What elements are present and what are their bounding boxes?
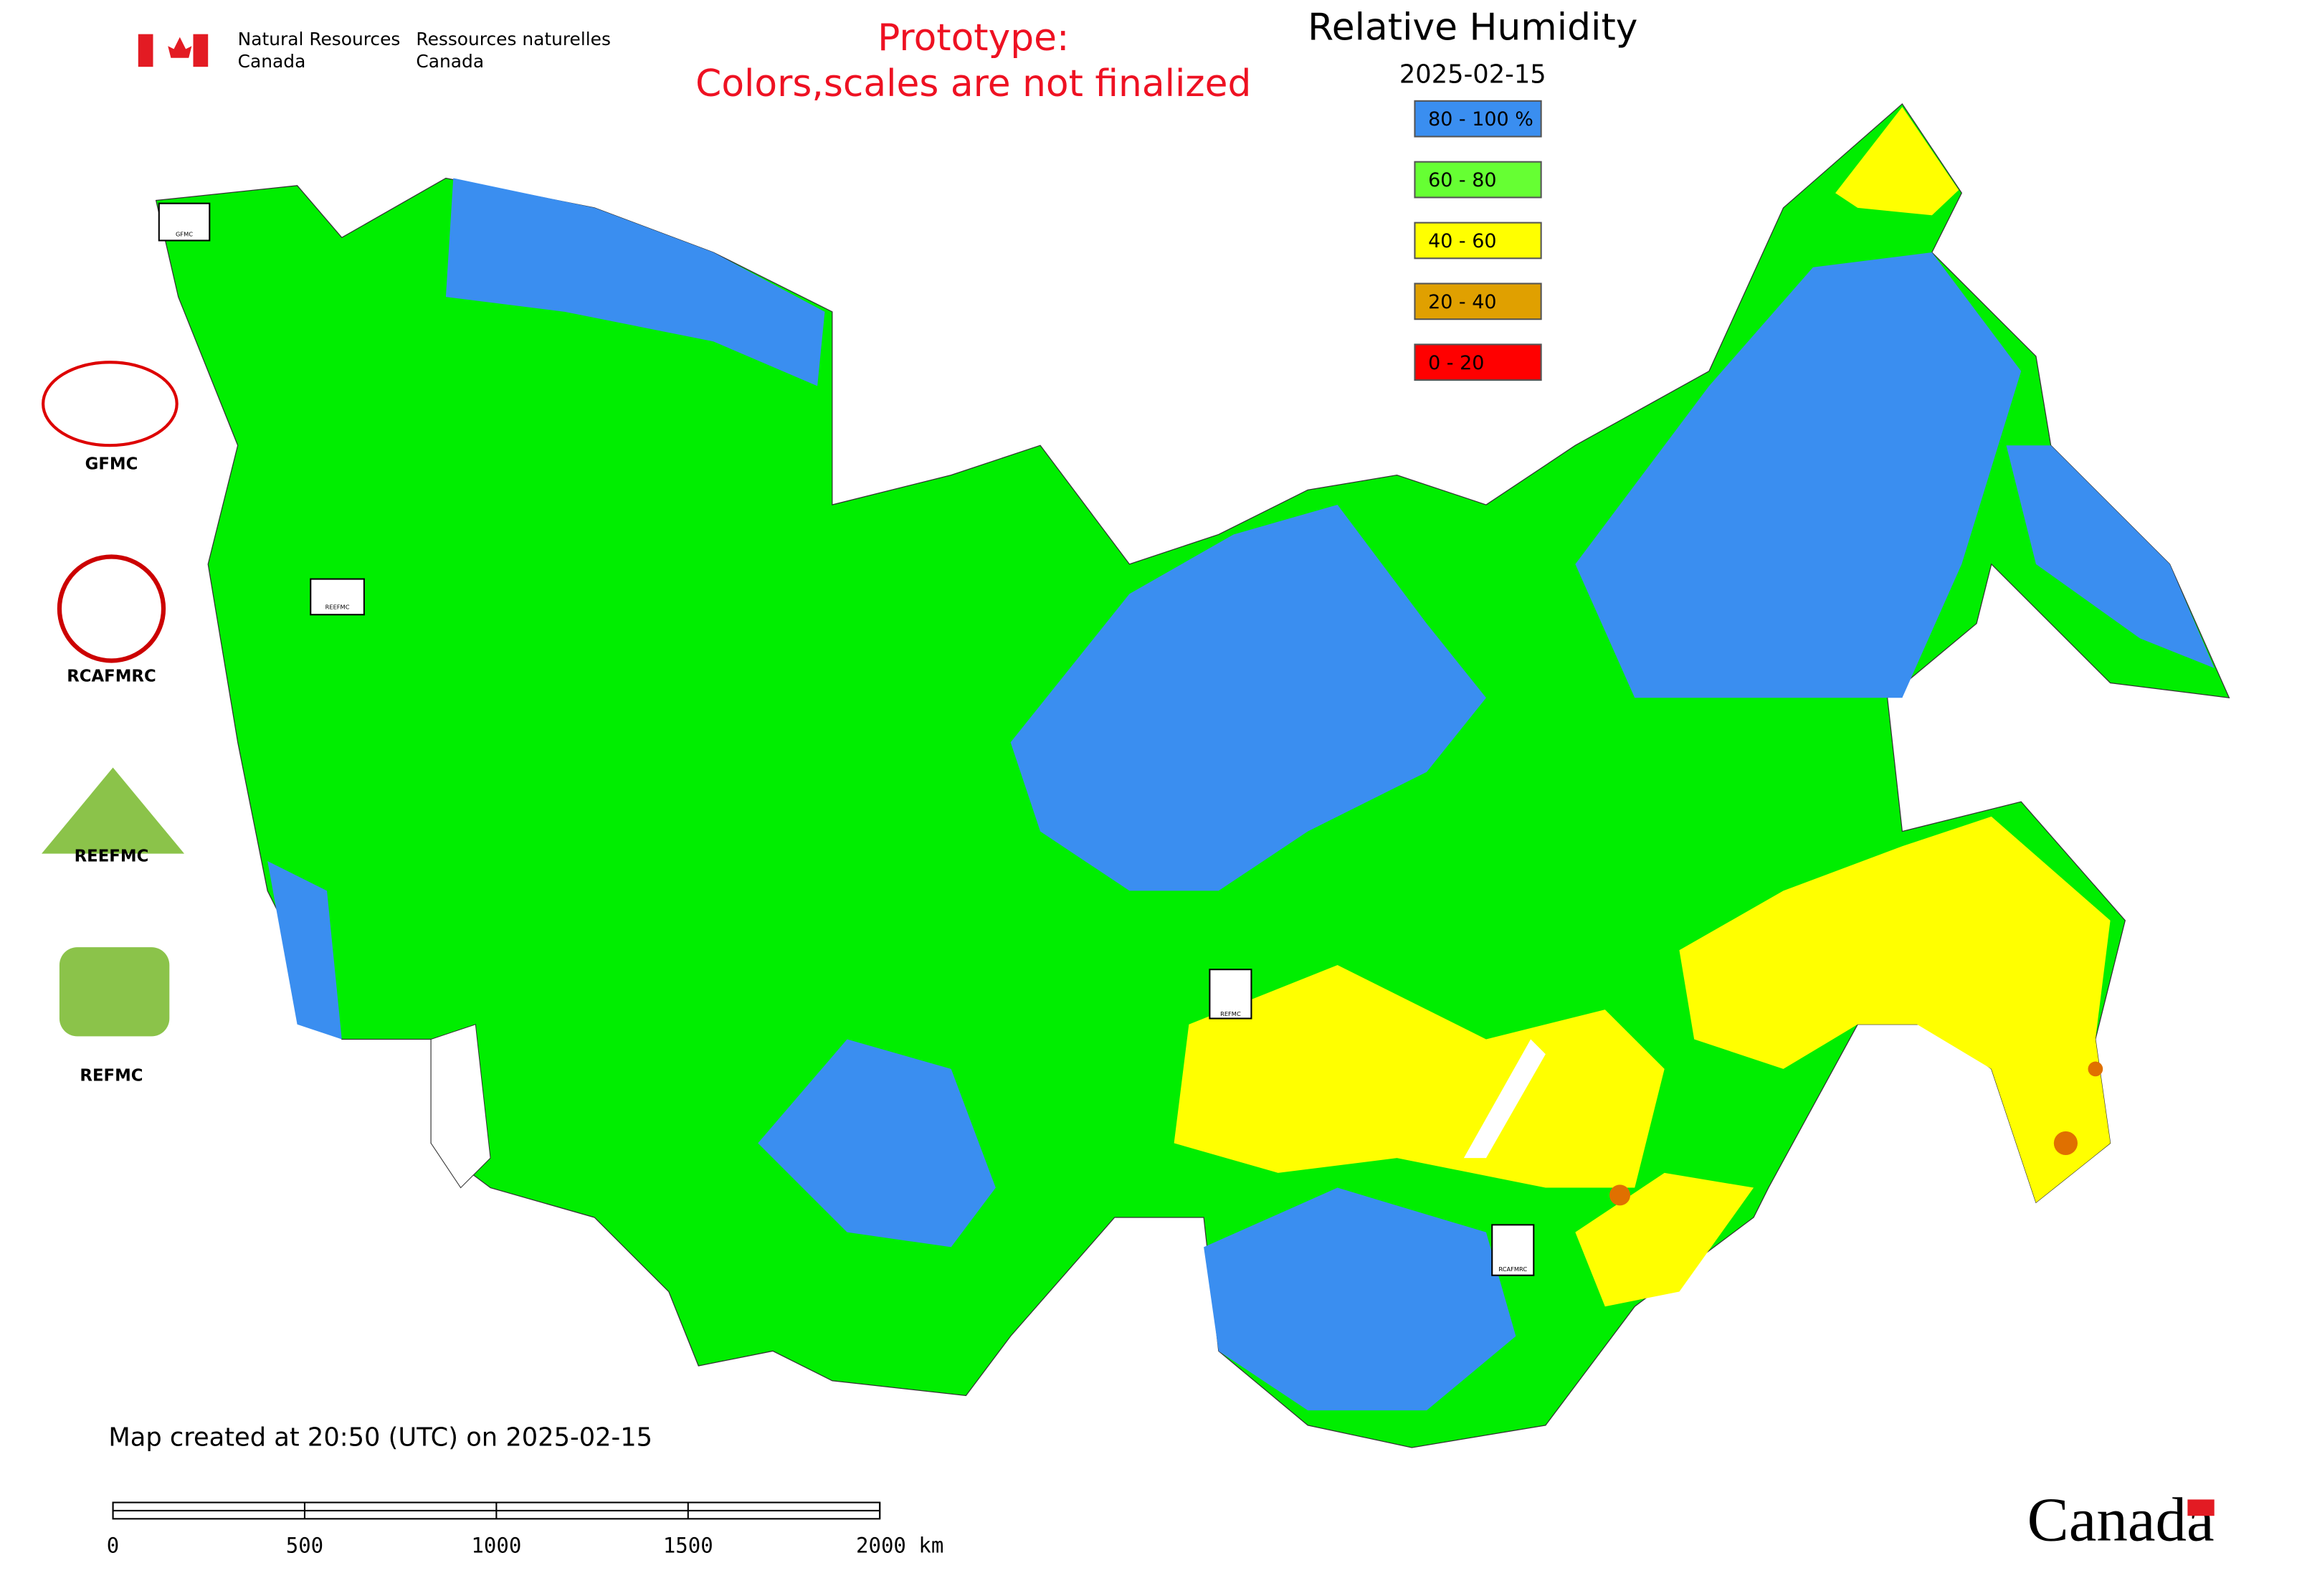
orange-spot [1609, 1184, 1631, 1206]
station-label: REFMC [1220, 1010, 1241, 1017]
orange-spots [1609, 1061, 2103, 1206]
scale-bar: Map created at 20:50 (UTC) on 2025-02-15… [107, 1423, 2215, 1558]
orange-spot [2053, 1131, 2078, 1156]
legend-date: 2025-02-15 [1399, 60, 1546, 90]
scale-label: 0 [107, 1534, 119, 1558]
logos: GFMC RCAFMRC REEFMC REFMC [42, 361, 185, 1086]
map [155, 103, 2230, 1448]
agency-fr: Canada [416, 51, 484, 72]
legend-swatch [1414, 222, 1542, 260]
yellow-area [1835, 107, 1959, 216]
station-markers [158, 202, 1535, 1276]
logo-label: REFMC [80, 1067, 143, 1086]
flag-bar [138, 34, 153, 67]
blue-area [445, 178, 825, 386]
logo-label: REEFMC [75, 847, 149, 865]
maple-leaf [168, 37, 192, 58]
blue-area [2006, 445, 2215, 668]
flag-bar [193, 34, 209, 67]
legend-title: Relative Humidity [1308, 6, 1637, 49]
yellow-area [1174, 964, 1665, 1188]
legend: Relative Humidity 2025-02-15 80 - 100 % 6… [1308, 6, 1637, 381]
blue-area [267, 861, 342, 1040]
scale-label: 1000 [471, 1534, 521, 1558]
blue-area [1010, 505, 1486, 891]
legend-label: 80 - 100 % [1428, 108, 1533, 130]
prototype-note: Prototype: [877, 16, 1069, 60]
logo-rcafmrc [57, 554, 166, 663]
legend-label: 40 - 60 [1428, 230, 1496, 252]
station-marker [310, 578, 365, 616]
station-marker [1209, 969, 1252, 1020]
dry-areas [1174, 107, 2111, 1307]
logo-reefmc [42, 767, 185, 854]
legend-swatch [1414, 161, 1542, 199]
station-marker [1491, 1224, 1535, 1276]
agency-fr: Ressources naturelles [416, 29, 610, 49]
wordmark-flag [2187, 1499, 2215, 1516]
legend-label: 0 - 20 [1428, 352, 1484, 374]
station-label: REEFMC [325, 603, 350, 610]
station-label: GFMC [176, 231, 193, 238]
logo-label: RCAFMRC [67, 668, 156, 686]
caspian [430, 1024, 491, 1189]
yellow-area [1679, 816, 2111, 1203]
agency-en: Canada [238, 51, 306, 72]
logo-gfmc [42, 361, 179, 447]
legend-label: 60 - 80 [1428, 169, 1496, 191]
blue-area [758, 1039, 996, 1248]
logo-label: GFMC [85, 455, 138, 474]
map-note: Map created at 20:50 (UTC) on 2025-02-15 [108, 1423, 652, 1453]
legend-swatch [1414, 343, 1542, 381]
scale-label: 1500 [663, 1534, 713, 1558]
orange-spot [2088, 1061, 2103, 1077]
logo-refmc [59, 947, 170, 1037]
canada-wordmark: Canada [2027, 1485, 2215, 1554]
station-label: RCAFMRC [1498, 1265, 1527, 1273]
scale-label: 2000 km [856, 1534, 943, 1558]
header: Natural Resources Canada Ressources natu… [138, 16, 1251, 105]
blue-area [1575, 252, 2022, 698]
legend-swatch [1414, 282, 1542, 320]
agency-en: Natural Resources [238, 29, 401, 49]
lake-baikal [1463, 1039, 1546, 1159]
legend-swatch [1414, 100, 1542, 138]
prototype-note: Colors,scales are not finalized [695, 62, 1251, 105]
yellow-area [1575, 1172, 1754, 1307]
scale-label: 500 [286, 1534, 323, 1558]
legend-label: 20 - 40 [1428, 291, 1496, 313]
blue-area [1204, 1187, 1516, 1411]
station-marker [158, 202, 211, 242]
humid-areas [267, 178, 2215, 1411]
